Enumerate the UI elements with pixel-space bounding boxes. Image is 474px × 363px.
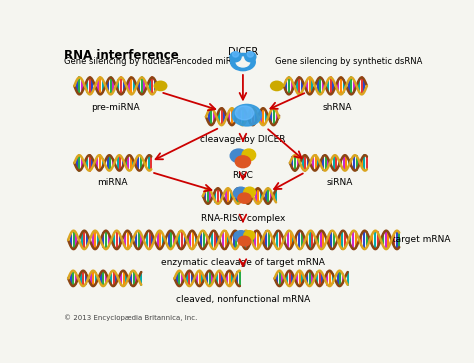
Text: miRNA: miRNA — [98, 178, 128, 187]
Text: shRNA: shRNA — [323, 103, 352, 112]
Text: enzymatic cleavage of target mRNA: enzymatic cleavage of target mRNA — [161, 258, 325, 266]
Ellipse shape — [232, 105, 261, 126]
Ellipse shape — [234, 231, 248, 242]
Text: Gene silencing by nuclear-encoded miRNA: Gene silencing by nuclear-encoded miRNA — [64, 57, 244, 66]
Text: cleaved, nonfunctional mRNA: cleaved, nonfunctional mRNA — [176, 295, 310, 304]
Ellipse shape — [238, 236, 251, 246]
Text: © 2013 Encyclopædia Britannica, Inc.: © 2013 Encyclopædia Britannica, Inc. — [64, 314, 198, 321]
Ellipse shape — [234, 187, 248, 199]
Ellipse shape — [236, 57, 250, 67]
Text: RISC: RISC — [232, 171, 254, 180]
Ellipse shape — [231, 53, 255, 71]
Ellipse shape — [232, 52, 238, 57]
Text: siRNA: siRNA — [327, 178, 353, 187]
Ellipse shape — [244, 231, 255, 240]
Text: DICER: DICER — [228, 48, 258, 57]
Text: RNA interference: RNA interference — [64, 49, 179, 62]
Text: pre-miRNA: pre-miRNA — [91, 103, 140, 112]
Ellipse shape — [245, 52, 256, 62]
Text: Gene silencing by synthetic dsRNA: Gene silencing by synthetic dsRNA — [275, 57, 422, 66]
Ellipse shape — [154, 81, 167, 91]
Ellipse shape — [230, 52, 241, 62]
Ellipse shape — [230, 149, 247, 163]
Ellipse shape — [270, 81, 284, 91]
Text: cleavage by DICER: cleavage by DICER — [200, 135, 286, 144]
Ellipse shape — [244, 187, 255, 197]
Text: RNA-RISC complex: RNA-RISC complex — [201, 214, 285, 223]
Ellipse shape — [235, 106, 254, 120]
Ellipse shape — [247, 52, 254, 57]
Ellipse shape — [238, 193, 251, 203]
Ellipse shape — [235, 156, 251, 168]
Text: target mRNA: target mRNA — [392, 236, 450, 244]
Ellipse shape — [242, 149, 255, 161]
